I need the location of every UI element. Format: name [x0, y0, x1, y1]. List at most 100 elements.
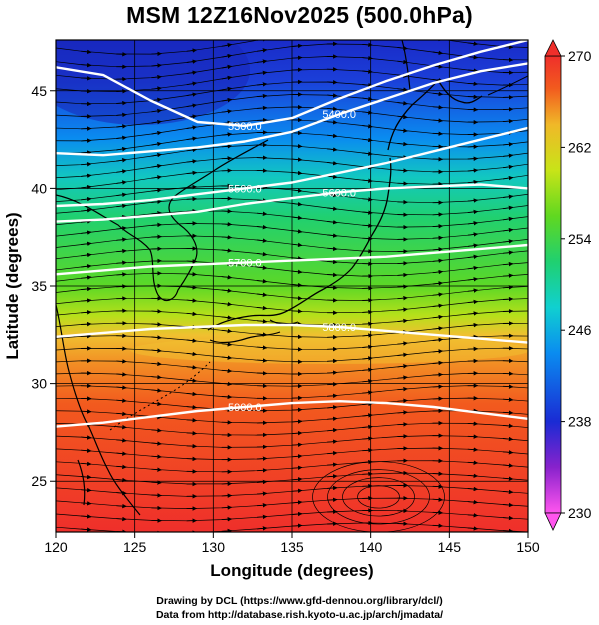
wind-arrow: [362, 55, 373, 61]
wind-arrow: [327, 246, 338, 252]
wind-arrow: [221, 368, 233, 374]
wind-arrow: [256, 345, 268, 350]
contour-label: 5400.0: [322, 109, 356, 121]
wind-arrow: [397, 101, 408, 106]
wind-arrow: [467, 179, 479, 185]
wind-arrow: [186, 147, 198, 153]
wind-arrow: [432, 131, 444, 136]
wind-arrow: [116, 438, 127, 443]
wind-arrow: [116, 226, 127, 231]
wind-arrow: [291, 419, 303, 424]
wind-arrow: [221, 86, 233, 92]
wind-arrow: [81, 62, 92, 68]
wind-arrow: [502, 450, 514, 455]
wind-arrow: [362, 82, 373, 88]
wind-arrow: [467, 513, 479, 518]
wind-arrow: [502, 164, 514, 170]
wind-arrow: [151, 152, 162, 158]
wind-arrow: [256, 59, 268, 64]
wind-arrow: [81, 88, 92, 94]
wind-arrow: [81, 448, 92, 453]
wind-arrow: [116, 516, 127, 522]
wind-arrow: [116, 490, 127, 496]
wind-arrow: [467, 55, 479, 60]
wind-arrow: [327, 93, 338, 98]
wind-arrow: [467, 346, 479, 352]
wind-arrow: [116, 503, 127, 509]
wind-arrow: [502, 397, 514, 402]
wind-arrow: [186, 70, 198, 75]
wind-arrow: [81, 184, 92, 190]
contour-line: [56, 243, 528, 276]
wind-arrow: [432, 484, 444, 489]
wind-arrow: [151, 222, 162, 228]
wind-arrow: [221, 144, 233, 149]
wind-arrow: [186, 378, 198, 383]
wind-arrow: [221, 222, 233, 227]
x-axis-label: Longitude (degrees): [210, 561, 373, 580]
wind-arrow: [81, 241, 92, 247]
wind-arrow: [256, 48, 268, 53]
wind-arrow: [116, 260, 127, 266]
wind-arrow: [256, 371, 268, 376]
colorbar-lower-triangle: [544, 512, 562, 531]
contour-label: 5900.0: [228, 402, 262, 414]
wind-arrow: [292, 34, 302, 35]
wind-arrow: [186, 338, 198, 343]
wind-arrow: [221, 275, 233, 280]
wind-arrow: [186, 196, 198, 202]
wind-arrow: [467, 94, 479, 100]
wind-arrow: [116, 135, 127, 141]
x-tick-label: 135: [280, 539, 304, 555]
wind-arrow: [291, 67, 303, 72]
wind-arrow: [397, 87, 408, 92]
wind-arrow: [327, 174, 338, 180]
wind-arrow: [362, 110, 373, 115]
wind-arrow: [151, 51, 162, 57]
wind-arrow: [502, 410, 514, 415]
wind-arrow: [362, 356, 373, 361]
circulation-ring: [312, 461, 445, 532]
wind-arrow: [186, 159, 198, 164]
wind-arrow: [327, 120, 338, 125]
wind-arrow: [397, 318, 408, 324]
wind-arrow: [221, 75, 233, 81]
wind-arrow: [291, 511, 303, 517]
wind-arrow: [362, 137, 373, 143]
wind-arrow: [397, 141, 408, 147]
wind-arrow: [397, 181, 408, 186]
y-axis-label: Latitude (degrees): [3, 212, 22, 359]
wind-arrow: [502, 142, 514, 147]
wind-arrow: [432, 292, 444, 297]
wind-arrow: [432, 91, 444, 97]
wind-arrow: [151, 493, 162, 498]
wind-arrow: [362, 236, 373, 241]
colorbar-tick-label: 270: [568, 48, 592, 64]
credit-data: Data from http://database.rish.kyoto-u.a…: [155, 609, 444, 621]
wind-arrow: [151, 361, 162, 367]
wind-arrow: [186, 418, 198, 423]
wind-arrow: [81, 208, 92, 213]
wind-arrow: [327, 405, 338, 410]
wind-arrow: [327, 206, 338, 211]
wind-arrow: [327, 416, 338, 422]
wind-arrow: [256, 319, 268, 324]
coastlines: [56, 40, 528, 516]
x-tick-label: 145: [438, 539, 462, 555]
wind-arrow: [256, 468, 268, 473]
y-tick-label: 35: [31, 278, 47, 294]
wind-arrow: [432, 258, 444, 263]
wind-arrow: [186, 92, 198, 97]
wind-arrow: [327, 285, 338, 290]
contour-line: [56, 40, 528, 128]
wind-arrow: [81, 435, 92, 440]
circulation-ring: [357, 485, 400, 509]
wind-arrow: [291, 407, 303, 413]
wind-arrow: [151, 428, 162, 433]
height-contours: 5300.0 5400.0 5500.0 5600.0 5700.0 5800.0 5900…: [56, 40, 528, 428]
wind-arrow: [291, 488, 303, 494]
wind-arrow: [327, 485, 338, 491]
wind-arrow: [151, 234, 162, 239]
colorbar-tick-label: 246: [568, 322, 592, 338]
wind-arrow: [116, 272, 127, 277]
